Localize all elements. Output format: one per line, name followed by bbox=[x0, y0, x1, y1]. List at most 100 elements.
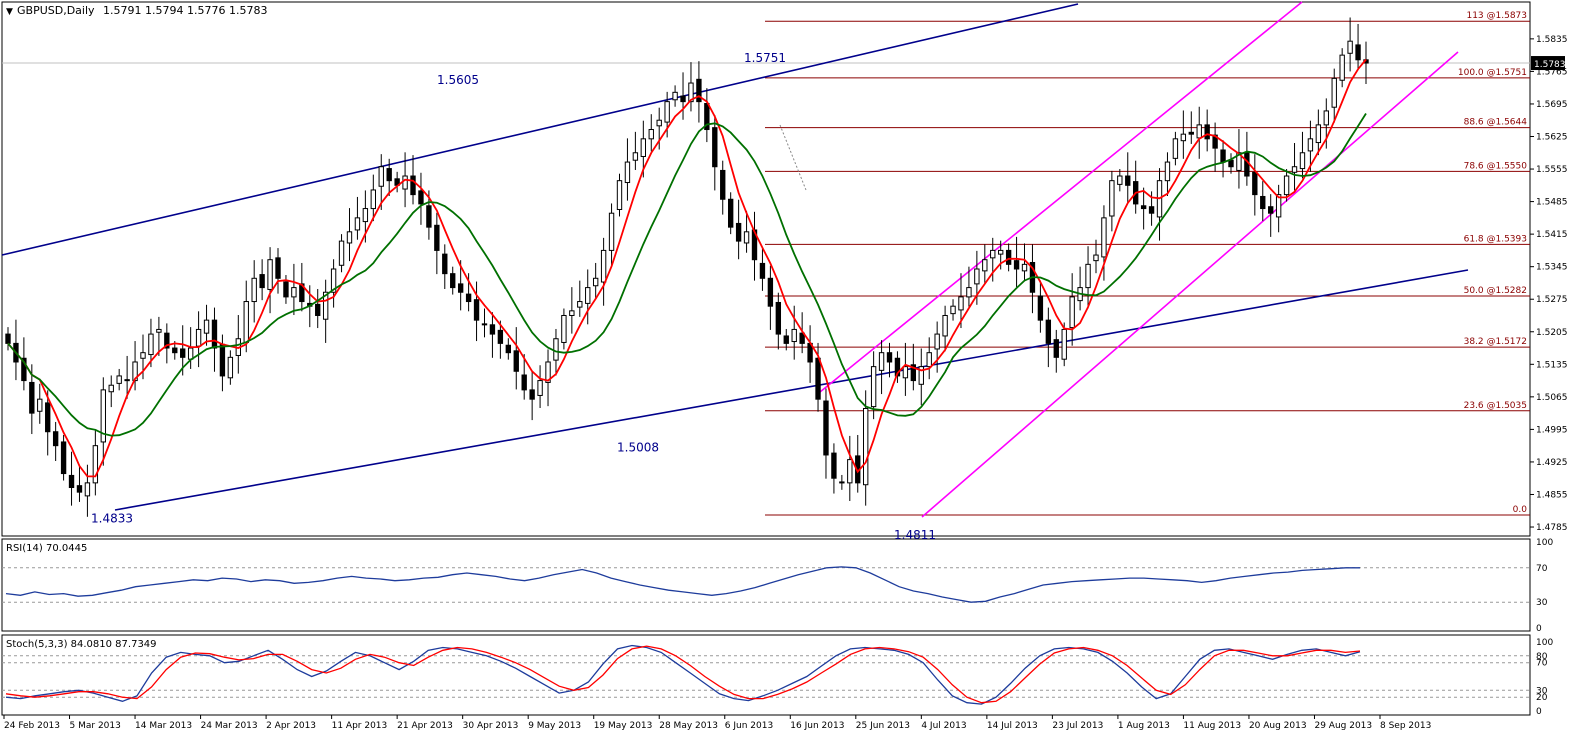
bearish-candle bbox=[219, 343, 226, 377]
price-tick-label: 1.4925 bbox=[1536, 458, 1568, 468]
stoch-signal bbox=[5, 645, 1361, 704]
fib-level-label: 61.8 @1.5393 bbox=[1464, 234, 1527, 244]
bullish-candle bbox=[1061, 328, 1067, 360]
symbol-dropdown-icon[interactable]: ▼ bbox=[6, 7, 13, 17]
bullish-candle bbox=[1180, 133, 1187, 142]
bearish-candle bbox=[1037, 295, 1044, 321]
bullish-candle bbox=[251, 277, 257, 303]
price-tick-label: 1.5555 bbox=[1536, 165, 1568, 175]
stoch-tick-label: 70 bbox=[1536, 659, 1548, 669]
bearish-candle bbox=[211, 319, 218, 349]
bearish-candle bbox=[5, 333, 11, 344]
bullish-candle bbox=[926, 352, 932, 368]
date-tick-label: 6 Jun 2013 bbox=[725, 721, 773, 731]
date-tick-label: 29 Aug 2013 bbox=[1314, 721, 1372, 731]
bullish-candle bbox=[227, 356, 234, 379]
fib-level-label: 113 @1.5873 bbox=[1466, 11, 1527, 21]
bullish-candle bbox=[243, 301, 249, 343]
bullish-candle bbox=[195, 328, 202, 347]
price-tick-label: 1.5625 bbox=[1536, 133, 1568, 143]
bullish-candle bbox=[688, 82, 694, 103]
date-tick-label: 16 Jun 2013 bbox=[790, 721, 844, 731]
rsi-tick-label: 100 bbox=[1536, 538, 1553, 548]
date-axis: 24 Feb 2013 5 Mar 2013 14 Mar 2013 24 Mar 2… bbox=[3, 715, 1431, 731]
bullish-candle bbox=[92, 445, 99, 484]
bearish-candle bbox=[315, 303, 321, 316]
date-tick-label: 20 Aug 2013 bbox=[1249, 721, 1307, 731]
date-tick-label: 4 Jul 2013 bbox=[921, 721, 966, 731]
bullish-candle bbox=[561, 314, 567, 343]
ohlc-readout: 1.5791 1.5794 1.5776 1.5783 bbox=[103, 4, 267, 17]
date-tick-label: 14 Mar 2013 bbox=[135, 721, 192, 731]
bullish-candle bbox=[1331, 77, 1337, 108]
date-tick-label: 24 Feb 2013 bbox=[4, 721, 60, 731]
bullish-candle bbox=[1307, 138, 1314, 152]
trend-channels bbox=[1, 1, 1469, 518]
bearish-candle bbox=[434, 224, 440, 251]
bearish-candle bbox=[704, 102, 710, 131]
bullish-candle bbox=[942, 314, 948, 337]
bullish-candle bbox=[998, 249, 1004, 255]
bearish-candle bbox=[696, 78, 702, 103]
bearish-candle bbox=[680, 95, 686, 103]
bearish-candle bbox=[410, 175, 416, 196]
bullish-candle bbox=[1109, 180, 1115, 217]
fib-level-label: 23.6 @1.5035 bbox=[1464, 401, 1527, 411]
upper-blue-channel-line bbox=[1, 3, 1079, 256]
bearish-candle bbox=[727, 198, 734, 228]
rsi-title: RSI(14) 70.0445 bbox=[6, 543, 87, 554]
bullish-candle bbox=[187, 347, 194, 360]
rsi-tick-label: 30 bbox=[1536, 598, 1548, 608]
price-tick-label: 1.5275 bbox=[1536, 295, 1568, 305]
bullish-candle bbox=[553, 338, 559, 361]
bullish-candle bbox=[902, 366, 909, 379]
bullish-candle bbox=[934, 333, 940, 350]
bullish-candle bbox=[974, 268, 980, 285]
swing-labels: 1.5751 1.5605 1.5008 1.4833 1.4811 bbox=[91, 51, 936, 542]
bullish-candle bbox=[203, 319, 210, 334]
bearish-candle bbox=[442, 253, 448, 275]
date-tick-label: 24 Mar 2013 bbox=[201, 721, 258, 731]
fib-level-label: 78.6 @1.5550 bbox=[1464, 161, 1528, 171]
bearish-candle bbox=[497, 329, 504, 344]
rsi-tick-label: 0 bbox=[1536, 624, 1542, 634]
date-tick-label: 21 Apr 2013 bbox=[397, 721, 453, 731]
bearish-candle bbox=[505, 344, 511, 354]
bullish-candle bbox=[291, 287, 297, 298]
bearish-candle bbox=[275, 257, 281, 279]
bearish-candle bbox=[1252, 171, 1258, 196]
bearish-candle bbox=[45, 402, 51, 433]
bullish-candle bbox=[1291, 166, 1298, 173]
bearish-candle bbox=[775, 301, 782, 335]
bullish-candle bbox=[847, 459, 853, 484]
bullish-candle bbox=[950, 305, 956, 315]
stoch-tick-label: 0 bbox=[1536, 707, 1542, 717]
bearish-candle bbox=[759, 262, 766, 279]
bearish-candle bbox=[720, 169, 726, 200]
bearish-candle bbox=[1148, 206, 1155, 214]
bullish-candle bbox=[743, 231, 750, 244]
bearish-candle bbox=[386, 168, 392, 182]
fib-level-label: 88.6 @1.5644 bbox=[1464, 118, 1528, 128]
price-tick-label: 1.5345 bbox=[1536, 263, 1568, 273]
bullish-candle bbox=[1021, 263, 1028, 272]
date-tick-label: 5 Mar 2013 bbox=[70, 721, 121, 731]
bearish-candle bbox=[29, 381, 35, 414]
bearish-candle bbox=[513, 350, 519, 372]
bullish-candle bbox=[346, 231, 353, 244]
upper-magenta-channel-line bbox=[819, 1, 1303, 393]
price-tick-label: 1.5695 bbox=[1536, 100, 1568, 110]
bullish-candle bbox=[1196, 124, 1202, 139]
date-tick-label: 25 Jun 2013 bbox=[856, 721, 910, 731]
bullish-candle bbox=[1101, 217, 1107, 258]
bearish-candle bbox=[481, 323, 488, 326]
bearish-candle bbox=[767, 277, 774, 307]
date-tick-label: 23 Jul 2013 bbox=[1052, 721, 1103, 731]
bullish-candle bbox=[648, 129, 654, 140]
stoch-tick-label: 30 bbox=[1536, 686, 1548, 696]
bearish-candle bbox=[283, 281, 289, 298]
bearish-candle bbox=[164, 332, 170, 349]
bullish-candle bbox=[966, 287, 972, 298]
bullish-candle bbox=[1172, 138, 1179, 159]
